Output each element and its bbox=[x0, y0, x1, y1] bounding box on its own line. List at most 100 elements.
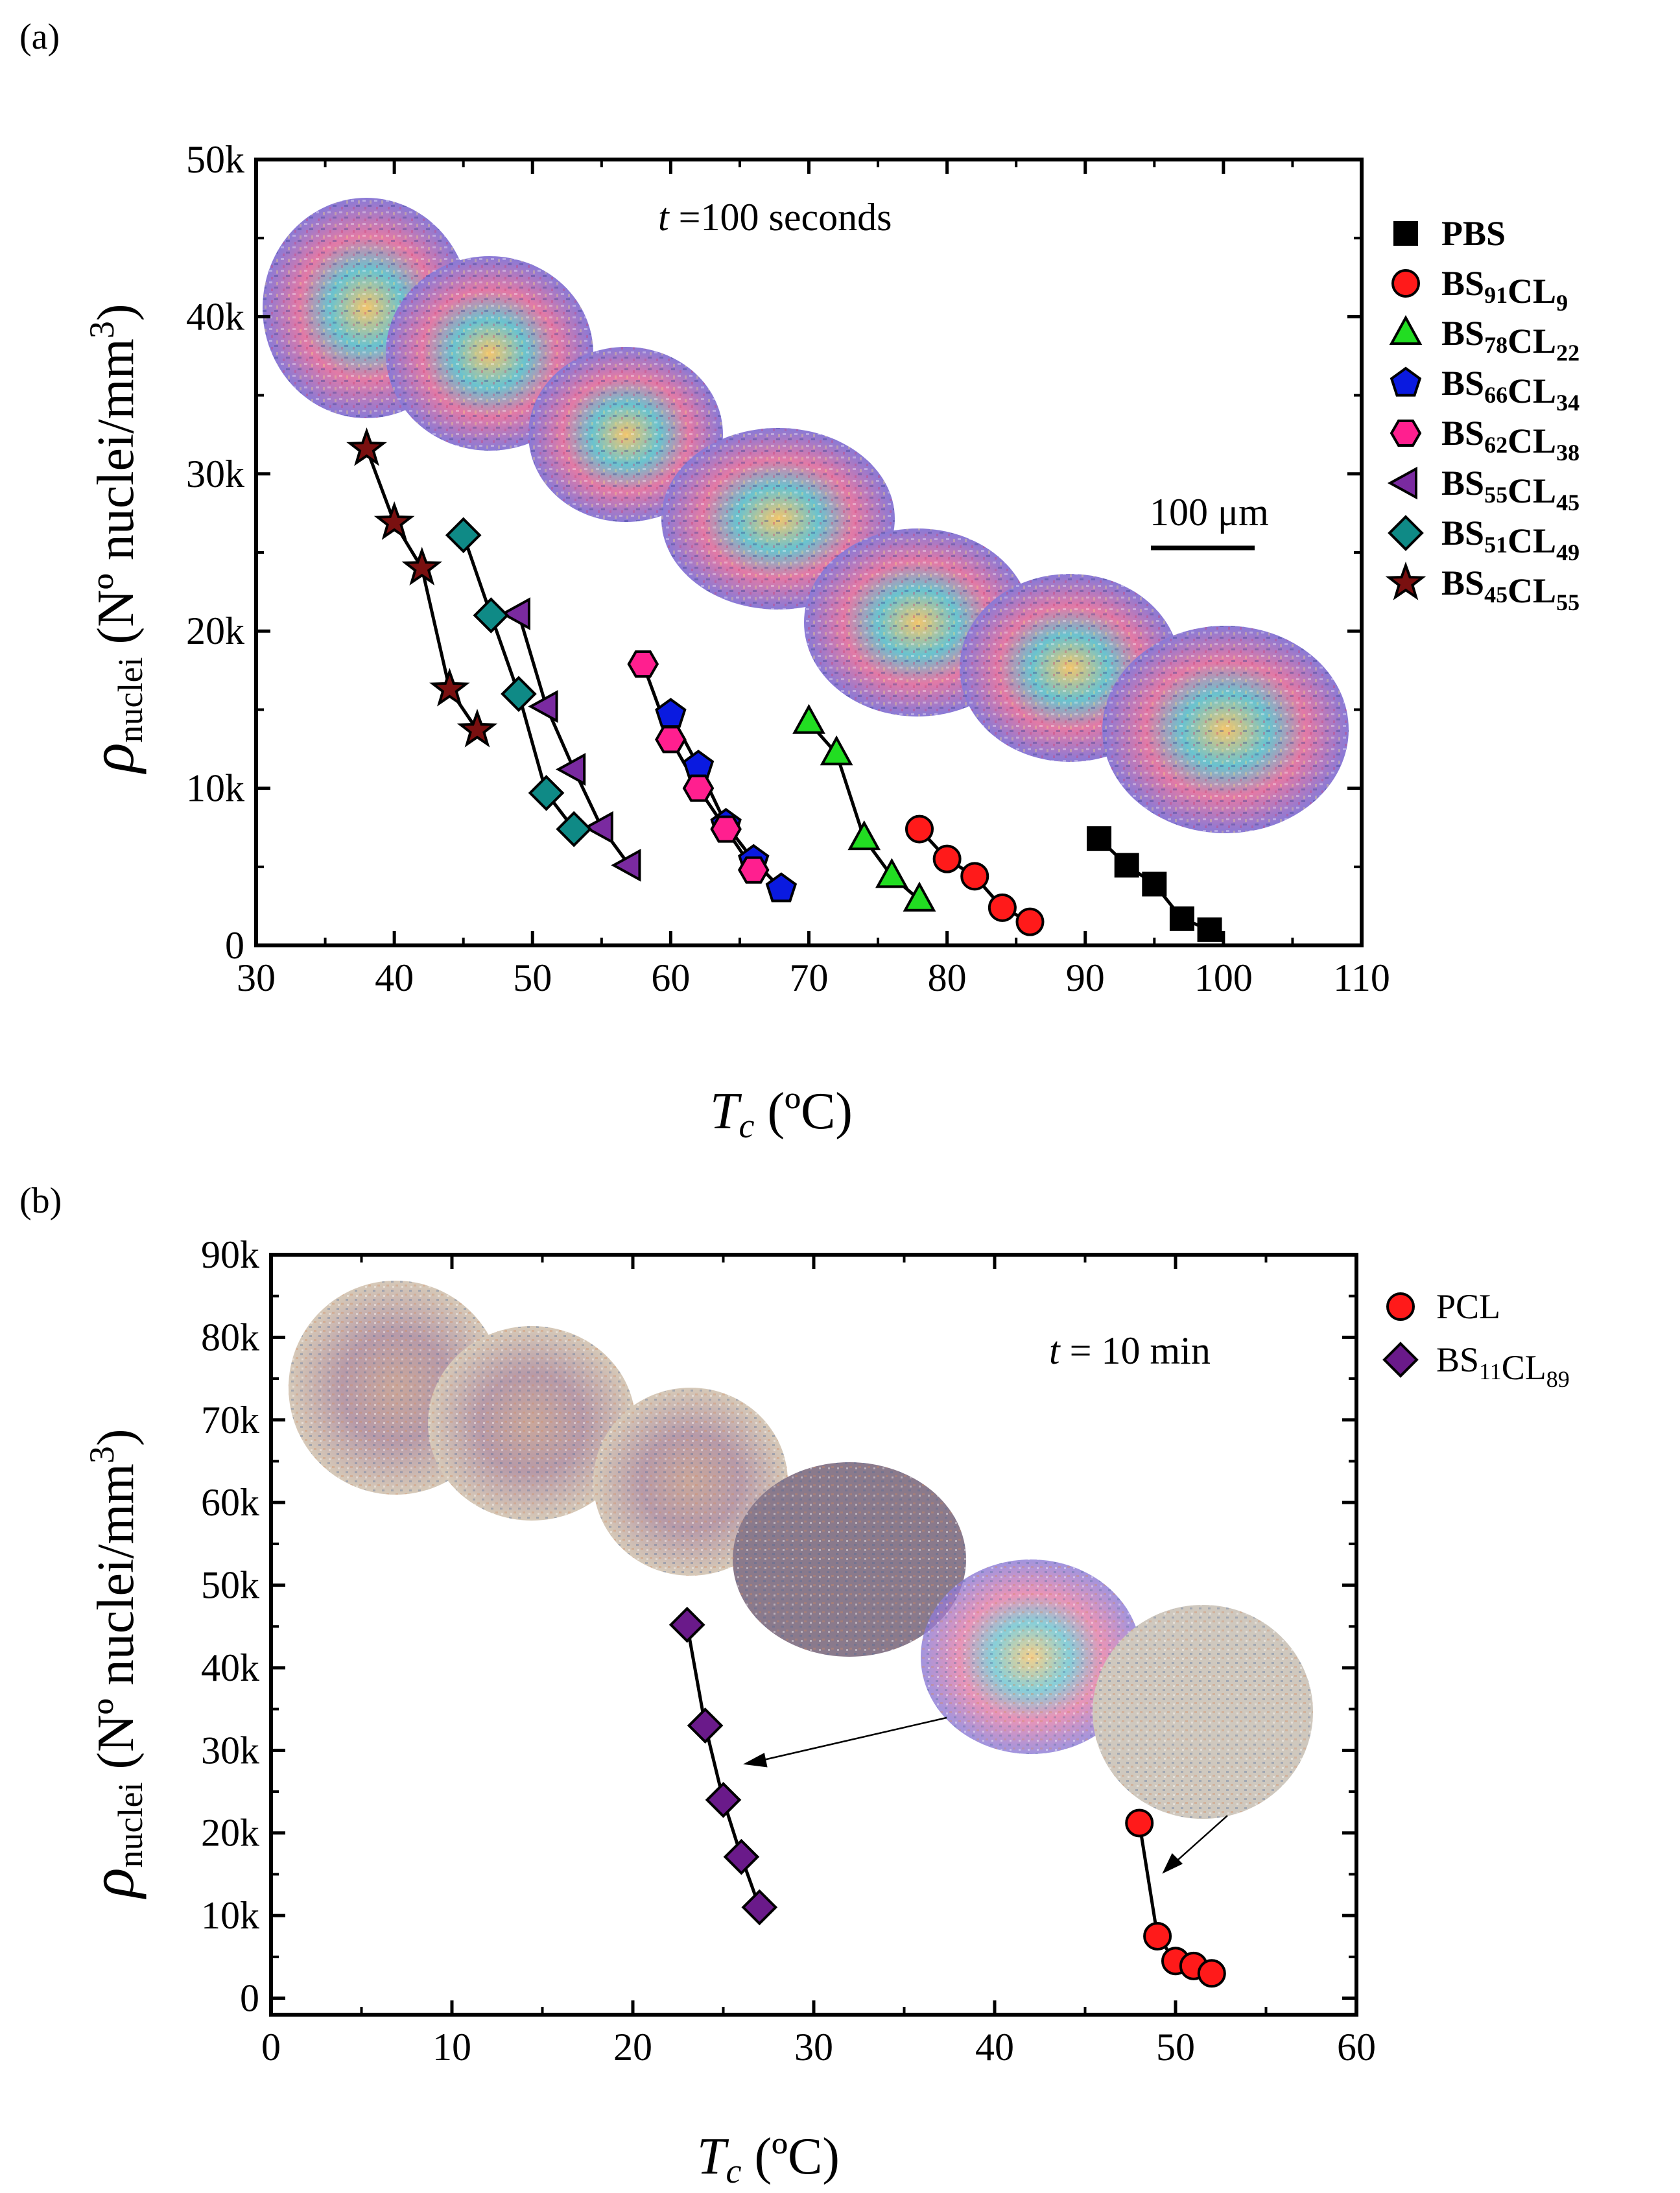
data-point bbox=[668, 1606, 705, 1643]
legend-label: BS78CL22 bbox=[1441, 314, 1579, 366]
y-tick-label: 10k bbox=[201, 1894, 259, 1937]
x-tick-label: 100 bbox=[1194, 956, 1253, 999]
data-point bbox=[401, 547, 443, 586]
legend-marker bbox=[1385, 562, 1426, 600]
legend-label: BS91CL9 bbox=[1441, 264, 1568, 316]
arrow-bs11cl89 bbox=[742, 1716, 947, 1768]
data-point bbox=[583, 811, 613, 844]
y-tick-label: 80k bbox=[201, 1316, 259, 1358]
legend-label: BS55CL45 bbox=[1441, 464, 1579, 516]
x-tick-label: 50 bbox=[513, 956, 552, 999]
data-point bbox=[903, 881, 936, 912]
legend-label: BS11CL89 bbox=[1436, 1340, 1570, 1392]
legend-label: BS45CL55 bbox=[1441, 563, 1579, 615]
data-point bbox=[820, 735, 853, 766]
panel-a-chart: 30 40 50 60 70 80 90 100 110 0 10k 20k 30k 40k 50k 100… bbox=[77, 138, 1579, 1145]
y-tick-label: 70k bbox=[201, 1399, 259, 1441]
data-point bbox=[905, 814, 934, 844]
data-point bbox=[473, 597, 510, 634]
panel-label-b: (b) bbox=[19, 1181, 62, 1221]
y-tick-label: 90k bbox=[201, 1233, 259, 1276]
data-point bbox=[655, 726, 687, 753]
legend-a: PBS BS91CL9BS78CL22BS66CL34BS62CL38BS55CL… bbox=[1385, 214, 1579, 615]
y-tick-label: 40k bbox=[186, 295, 244, 338]
x-tick-label: 30 bbox=[794, 2026, 833, 2069]
legend-marker bbox=[1382, 1342, 1419, 1378]
y-tick-label: 0 bbox=[240, 1977, 259, 2020]
data-point bbox=[932, 844, 962, 873]
data-point bbox=[705, 1781, 742, 1818]
data-point bbox=[741, 1889, 778, 1926]
legend-label: PCL bbox=[1436, 1287, 1500, 1326]
data-point bbox=[627, 650, 659, 678]
y-tick-label: 30k bbox=[201, 1729, 259, 1772]
y-tick-label: 50k bbox=[201, 1564, 259, 1607]
data-point bbox=[847, 820, 881, 851]
micrograph-image bbox=[1102, 626, 1349, 833]
data-point bbox=[1197, 1959, 1226, 1988]
data-point bbox=[723, 1838, 760, 1875]
x-tick-label: 80 bbox=[928, 956, 967, 999]
y-tick-label: 60k bbox=[201, 1481, 259, 1524]
data-point bbox=[528, 690, 558, 723]
x-tick-label: 0 bbox=[261, 2026, 281, 2069]
x-tick-label: 20 bbox=[613, 2026, 652, 2069]
micrograph-image bbox=[1093, 1605, 1313, 1819]
legend-marker bbox=[1387, 466, 1417, 500]
micrograph-images-b bbox=[289, 1281, 1313, 1819]
time-annotation-b: t = 10 min bbox=[1049, 1329, 1211, 1372]
micrograph-image bbox=[428, 1326, 635, 1521]
data-point bbox=[960, 862, 989, 891]
data-point bbox=[1169, 906, 1194, 931]
data-point bbox=[792, 704, 825, 734]
legend-marker bbox=[1390, 419, 1422, 447]
arrow-pcl bbox=[1162, 1815, 1228, 1874]
y-axis-title-a: ρnuclei (Nº nuclei/mm3) bbox=[77, 303, 150, 774]
x-tick-label: 110 bbox=[1333, 956, 1390, 999]
data-point bbox=[1143, 1921, 1172, 1950]
x-axis-title-a: Tc (ºC) bbox=[710, 1083, 853, 1145]
legend-marker bbox=[1390, 366, 1422, 397]
data-point bbox=[1142, 871, 1167, 897]
data-point bbox=[737, 856, 770, 884]
data-point bbox=[611, 848, 641, 882]
data-point bbox=[1087, 826, 1112, 851]
x-tick-label: 30 bbox=[237, 956, 276, 999]
series-line bbox=[807, 721, 921, 901]
legend-marker bbox=[1393, 221, 1418, 246]
panel-label-a: (a) bbox=[19, 17, 60, 57]
x-tick-label: 70 bbox=[790, 956, 829, 999]
data-point bbox=[456, 708, 498, 748]
legend-label: BS62CL38 bbox=[1441, 414, 1579, 466]
x-axis-title-b: Tc (ºC) bbox=[697, 2128, 840, 2190]
data-point bbox=[556, 811, 593, 848]
scale-bar-label: 100 μm bbox=[1150, 491, 1269, 534]
micrograph-image bbox=[921, 1559, 1141, 1754]
y-axis-title-b: ρnuclei (Nº nuclei/mm3) bbox=[77, 1428, 150, 1899]
legend-label: BS66CL34 bbox=[1441, 364, 1579, 416]
x-tick-label: 60 bbox=[1337, 2026, 1376, 2069]
x-tick-label: 40 bbox=[375, 956, 414, 999]
y-tick-label: 50k bbox=[186, 138, 244, 181]
time-annotation-a: t =100 seconds bbox=[658, 196, 892, 239]
data-point bbox=[501, 676, 537, 712]
legend-marker bbox=[1389, 314, 1423, 345]
data-point bbox=[1125, 1808, 1154, 1838]
data-point bbox=[655, 698, 687, 728]
y-tick-label: 20k bbox=[201, 1812, 259, 1855]
data-point bbox=[445, 517, 482, 554]
y-tick-label: 0 bbox=[225, 924, 244, 967]
y-tick-label: 30k bbox=[186, 453, 244, 495]
micrograph-image bbox=[733, 1462, 966, 1657]
y-tick-label: 40k bbox=[201, 1646, 259, 1689]
data-point bbox=[687, 1707, 724, 1744]
x-tick-label: 60 bbox=[651, 956, 690, 999]
data-point bbox=[1114, 853, 1139, 878]
data-point bbox=[765, 872, 798, 903]
legend-marker bbox=[1391, 269, 1420, 298]
data-point bbox=[1197, 917, 1222, 942]
y-tick-label: 10k bbox=[186, 767, 244, 810]
legend-b: PCL BS11CL89 bbox=[1382, 1287, 1570, 1392]
data-point bbox=[682, 774, 715, 802]
